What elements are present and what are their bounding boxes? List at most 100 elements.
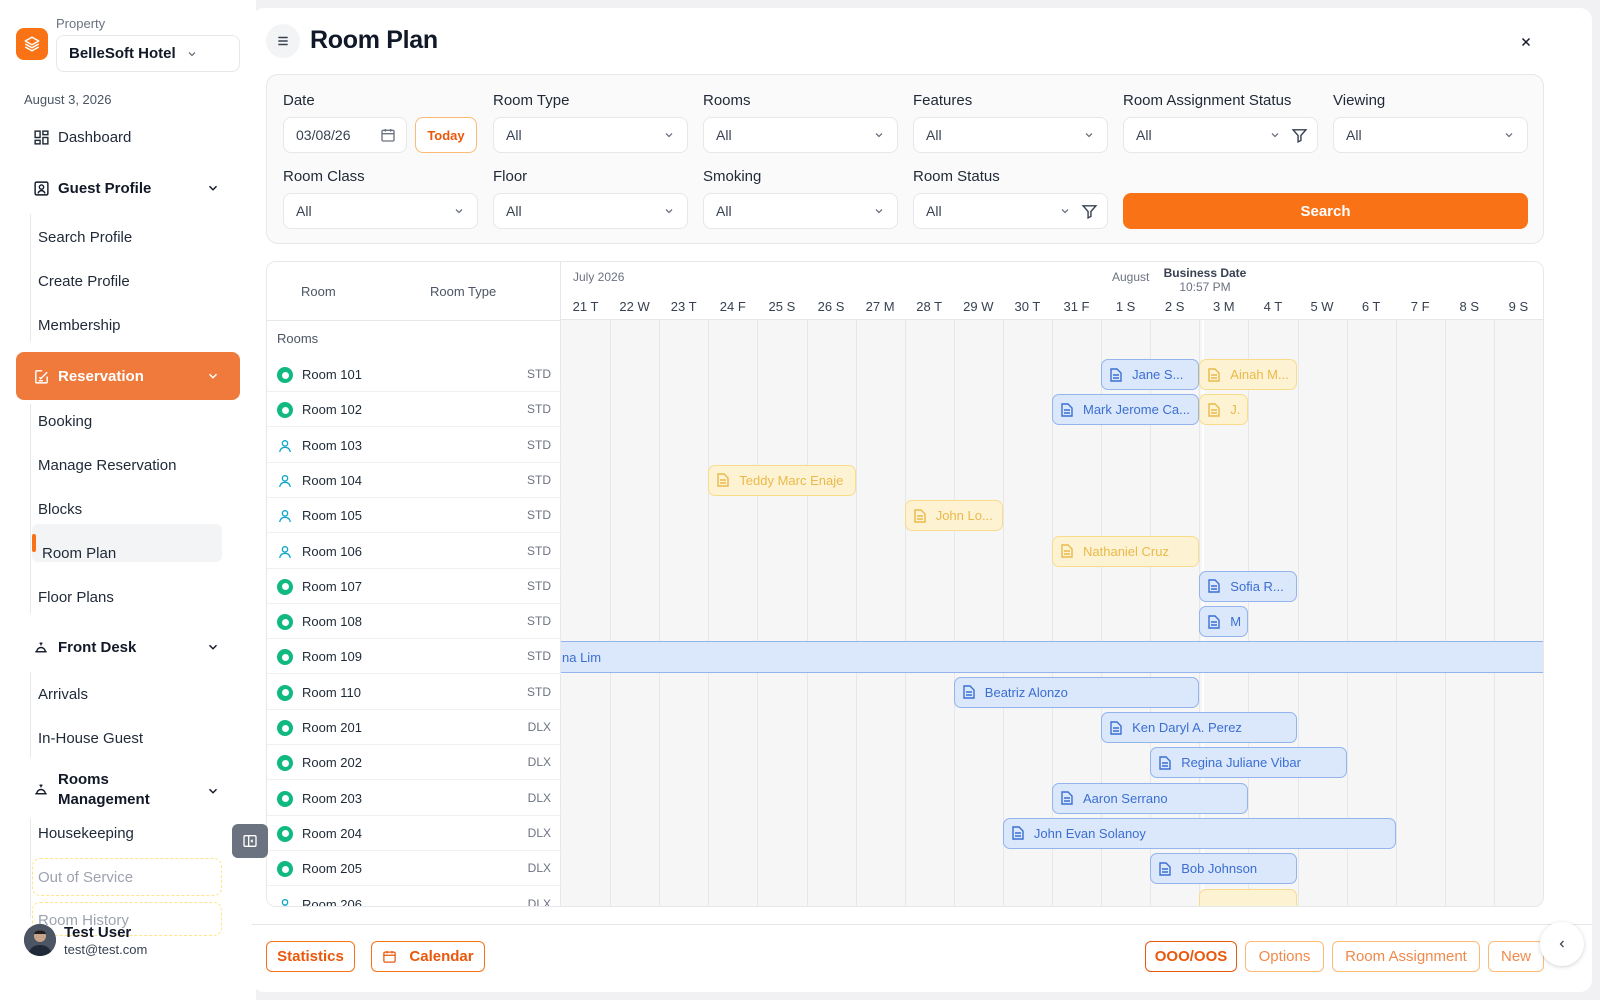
room-row[interactable]: Room 110 STD bbox=[267, 675, 561, 710]
room-row[interactable]: Room 203 DLX bbox=[267, 781, 561, 816]
room-row[interactable]: Room 206 DLX bbox=[267, 887, 561, 906]
viewing-label: Viewing bbox=[1333, 92, 1386, 109]
chevron-down-icon bbox=[1271, 133, 1279, 138]
room-row[interactable]: Room 205 DLX bbox=[267, 851, 561, 887]
reservation-bar[interactable]: Regina Juliane Vibar bbox=[1150, 747, 1347, 779]
viewing-select[interactable]: All bbox=[1333, 117, 1528, 153]
room-row[interactable]: Room 109 STD bbox=[267, 639, 561, 675]
sidebar-item-arrivals[interactable]: Arrivals bbox=[38, 685, 89, 703]
room-name: Room 205 bbox=[302, 861, 362, 877]
day-gridline bbox=[1346, 320, 1348, 906]
chevron-down-icon bbox=[188, 51, 196, 56]
sidebar-item-booking[interactable]: Booking bbox=[38, 412, 93, 430]
filter-icon[interactable] bbox=[1081, 203, 1098, 220]
room-row[interactable]: Room 204 DLX bbox=[267, 816, 561, 851]
room-row[interactable]: Room 102 STD bbox=[267, 392, 561, 428]
sidebar-group-rooms-management[interactable]: Rooms Management bbox=[16, 766, 240, 816]
ooo-oos-button[interactable]: OOO/OOS bbox=[1145, 941, 1237, 972]
sidebar-item-blocks[interactable]: Blocks bbox=[38, 500, 83, 518]
reservation-bar[interactable]: John Lo... bbox=[904, 500, 1003, 532]
main-panel: Room Plan Date 03/08/26 Today Room Type … bbox=[252, 8, 1592, 992]
reservation-bar[interactable]: M bbox=[1199, 606, 1249, 638]
room-row[interactable]: Room 105 STD bbox=[267, 498, 561, 534]
reservation-bar[interactable]: Mark Jerome Ca... bbox=[1052, 394, 1200, 426]
reservation-bar[interactable]: na Lim bbox=[551, 641, 1543, 674]
sidebar-group-guest-profile[interactable]: Guest Profile bbox=[16, 166, 240, 210]
reservation-bar[interactable]: Bob Johnson bbox=[1150, 853, 1298, 885]
sidebar-item-out-of-service[interactable]: Out of Service bbox=[38, 868, 134, 886]
room-row[interactable]: Room 108 STD bbox=[267, 604, 561, 640]
collapse-sidebar-button[interactable] bbox=[232, 824, 268, 858]
features-select[interactable]: All bbox=[913, 117, 1108, 153]
date-input[interactable]: 03/08/26 bbox=[283, 117, 407, 153]
sidebar-item-room-history[interactable]: Room History bbox=[38, 911, 129, 929]
close-button[interactable] bbox=[1514, 30, 1538, 54]
room-row[interactable]: Room 103 STD bbox=[267, 428, 561, 463]
chevron-left-icon bbox=[1559, 940, 1564, 948]
room-name: Room 103 bbox=[302, 437, 362, 453]
day-gridline bbox=[610, 320, 612, 906]
calendar-button[interactable]: Calendar bbox=[371, 941, 485, 972]
room-row[interactable]: Room 107 STD bbox=[267, 569, 561, 604]
room-row[interactable]: Room 202 DLX bbox=[267, 745, 561, 781]
room-status-select[interactable]: All bbox=[913, 193, 1108, 229]
sidebar-item-create-profile[interactable]: Create Profile bbox=[38, 272, 130, 290]
reservation-bar[interactable]: Teddy Marc Enaje bbox=[708, 464, 856, 496]
reservation-bar[interactable]: Beatriz Alonzo bbox=[953, 676, 1200, 708]
filter-icon[interactable] bbox=[1291, 127, 1308, 144]
room-clean-status-icon bbox=[277, 720, 293, 736]
rooms-select[interactable]: All bbox=[703, 117, 898, 153]
sidebar-item-dashboard[interactable]: Dashboard bbox=[16, 119, 240, 155]
sidebar-group-front-desk[interactable]: Front Desk bbox=[16, 625, 240, 669]
reservation-bar[interactable] bbox=[1199, 888, 1298, 906]
room-row[interactable]: Room 101 STD bbox=[267, 357, 561, 392]
options-button[interactable]: Options bbox=[1245, 941, 1324, 972]
sidebar-item-search-profile[interactable]: Search Profile bbox=[38, 228, 133, 246]
property-select[interactable]: BelleSoft Hotel bbox=[56, 35, 240, 72]
reservation-bar[interactable]: Sofia R... bbox=[1199, 570, 1298, 602]
menu-button[interactable] bbox=[266, 24, 300, 58]
room-assignment-button[interactable]: Room Assignment bbox=[1332, 941, 1480, 972]
sidebar-group-label: Reservation bbox=[58, 367, 144, 385]
sidebar-group-reservation[interactable]: Reservation bbox=[16, 352, 240, 400]
room-class-select[interactable]: All bbox=[283, 193, 478, 229]
sidebar-item-membership[interactable]: Membership bbox=[38, 316, 121, 334]
reservation-bar[interactable]: Aaron Serrano bbox=[1052, 782, 1249, 814]
room-status-label: Room Status bbox=[913, 168, 1000, 185]
search-button[interactable]: Search bbox=[1123, 193, 1528, 229]
select-value: All bbox=[716, 127, 732, 143]
select-value: All bbox=[506, 203, 522, 219]
room-clean-status-icon bbox=[277, 861, 293, 878]
user-profile[interactable]: Test User test@test.com bbox=[24, 922, 244, 966]
sidebar-item-housekeeping[interactable]: Housekeeping bbox=[38, 824, 134, 842]
reservation-bar[interactable]: John Evan Solanoy bbox=[1002, 817, 1396, 849]
day-label: 4 T bbox=[1263, 299, 1283, 314]
room-row[interactable]: Room 106 STD bbox=[267, 534, 561, 569]
sidebar-item-room-plan[interactable]: Room Plan bbox=[42, 544, 117, 562]
room-type-select[interactable]: All bbox=[493, 117, 688, 153]
timeline[interactable]: July 2026 August Business Date 10:57 PM … bbox=[551, 262, 1543, 906]
room-type: DLX bbox=[527, 790, 551, 805]
reservation-bar[interactable]: J. bbox=[1199, 394, 1249, 426]
sidebar-item-in-house-guest[interactable]: In-House Guest bbox=[38, 729, 144, 747]
reservation-bar[interactable]: Ainah M... bbox=[1199, 359, 1298, 390]
new-button[interactable]: New bbox=[1488, 941, 1544, 972]
reservation-bar[interactable]: Jane S... bbox=[1101, 359, 1200, 390]
sidebar-item-manage-reservation[interactable]: Manage Reservation bbox=[38, 456, 177, 474]
day-gridline bbox=[1002, 320, 1004, 906]
assignment-status-select[interactable]: All bbox=[1123, 117, 1318, 153]
floor-select[interactable]: All bbox=[493, 193, 688, 229]
reservation-bar[interactable]: Ken Daryl A. Perez bbox=[1101, 712, 1298, 743]
select-value: All bbox=[716, 203, 732, 219]
statistics-button[interactable]: Statistics bbox=[266, 941, 355, 972]
smoking-select[interactable]: All bbox=[703, 193, 898, 229]
day-gridline bbox=[1101, 320, 1103, 906]
assignment-status-label: Room Assignment Status bbox=[1123, 92, 1292, 109]
day-gridline bbox=[904, 320, 906, 906]
expand-panel-button[interactable] bbox=[1540, 922, 1584, 966]
sidebar-item-floor-plans[interactable]: Floor Plans bbox=[38, 588, 114, 606]
reservation-bar[interactable]: Nathaniel Cruz bbox=[1052, 535, 1200, 567]
today-button[interactable]: Today bbox=[415, 117, 477, 153]
room-row[interactable]: Room 104 STD bbox=[267, 463, 561, 498]
room-row[interactable]: Room 201 DLX bbox=[267, 710, 561, 745]
